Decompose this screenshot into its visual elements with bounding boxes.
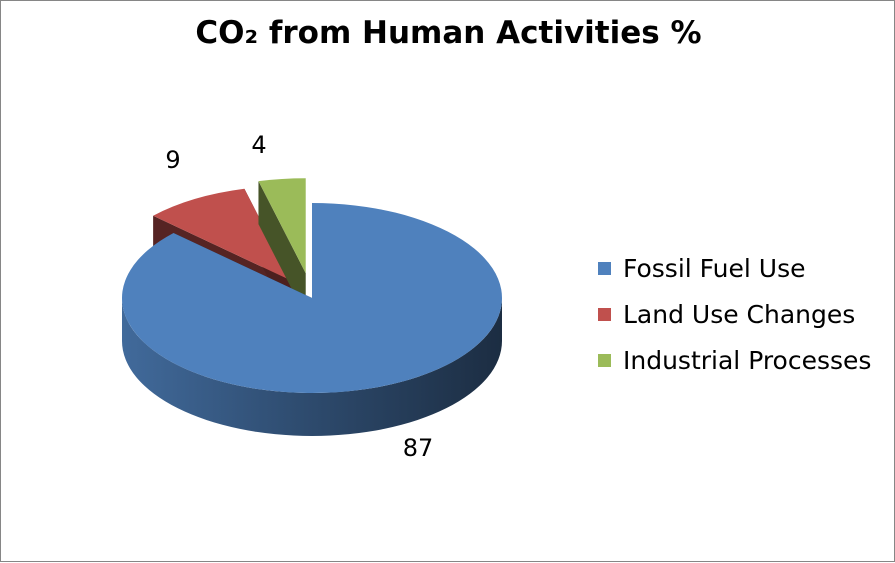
slice-top [121,203,503,393]
pie-slice-fossil-fuel-use [121,203,503,436]
slice-wall [258,181,306,317]
legend-label: Industrial Processes [623,345,872,375]
data-label-industrial-processes: 4 [251,131,266,159]
pie-slice-industrial-processes [258,178,306,317]
legend-item-land-use-changes: Land Use Changes [598,291,871,337]
data-label-land-use-changes: 9 [165,146,180,174]
legend-item-industrial-processes: Industrial Processes [598,337,871,383]
legend-swatch-fossil-fuel-use [598,261,611,275]
data-label-fossil-fuel-use: 87 [403,434,434,462]
slice-top [258,178,306,274]
legend-label: Fossil Fuel Use [623,253,806,283]
chart-title: CO₂ from Human Activities % [195,15,702,51]
legend-swatch-industrial-processes [598,353,611,367]
slice-top [153,188,292,281]
legend-swatch-land-use-changes [598,307,611,321]
legend-label: Land Use Changes [623,299,856,329]
legend-item-fossil-fuel-use: Fossil Fuel Use [598,245,871,291]
slice-rim [122,298,502,436]
legend: Fossil Fuel Use Land Use Changes Industr… [598,245,871,383]
